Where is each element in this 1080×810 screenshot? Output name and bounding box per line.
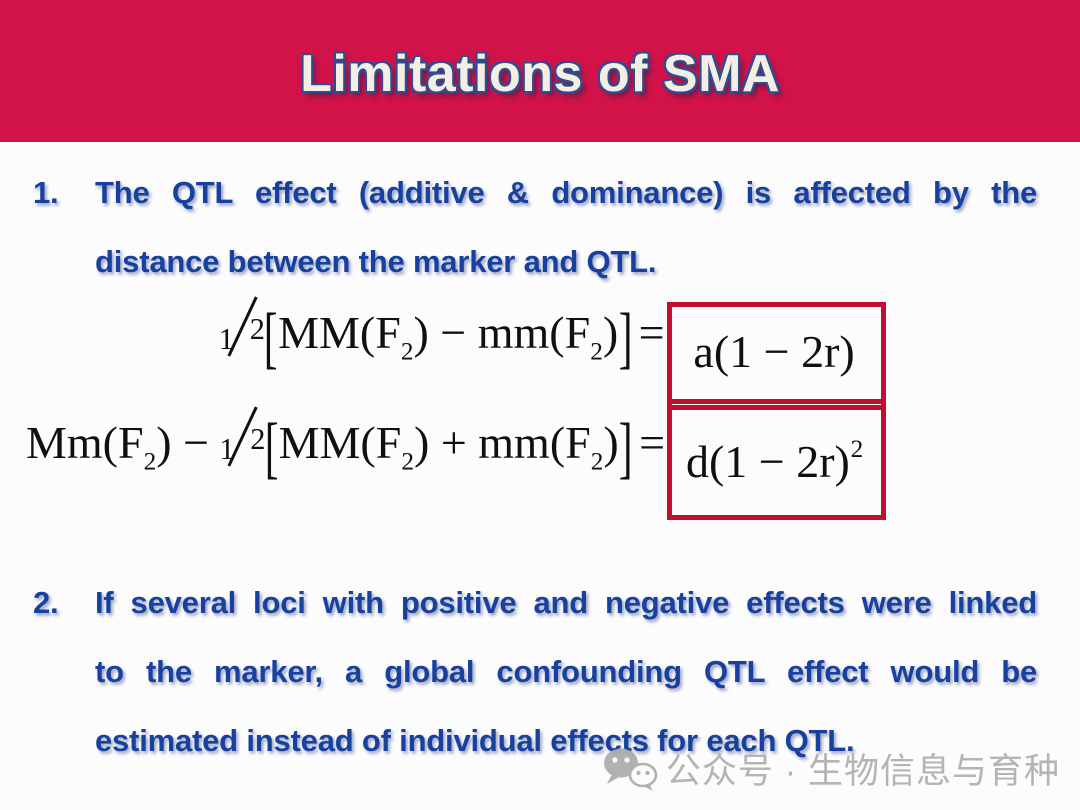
point-1-number: 1. [33, 175, 59, 210]
wechat-icon [603, 748, 658, 791]
formula-dominance-effect: Mm(F2) − 1 2 [MM(F2) + mm(F2)] = d(1 − 2r)2 [26, 398, 887, 521]
point-2-line-2: to the marker, a global confounding QTL … [95, 654, 1037, 689]
fraction-denominator: 2 [249, 311, 265, 346]
formula-term: ) [602, 307, 619, 358]
formula-additive-effect: 1 2 [MM(F2) − mm(F2)] = a(1 − 2r) [219, 288, 886, 411]
boxed-expression: d(1 − 2r) [685, 436, 850, 488]
subscript-2: 2 [401, 447, 414, 476]
formula-term: MM(F [278, 417, 402, 468]
slide-header: Limitations of SMA [0, 0, 1080, 142]
point-2-line-1: If several loci with positive and negati… [95, 585, 1037, 620]
equals-sign: = [638, 307, 665, 358]
point-1-line-1: The QTL effect (additive & dominance) is… [95, 175, 1037, 210]
formula-term: MM(F [278, 307, 401, 358]
formula-term: ) + mm(F [414, 417, 591, 468]
point-1-text: The QTL effect (additive & dominance) is… [95, 158, 1037, 296]
formula-term: Mm(F [26, 417, 144, 468]
left-bracket: [ [264, 408, 279, 486]
formula-term: ) − mm(F [413, 307, 591, 358]
fraction-numerator: 1 [219, 431, 235, 466]
subscript-2: 2 [590, 337, 603, 366]
subscript-2: 2 [143, 447, 157, 476]
left-bracket: [ [264, 298, 278, 376]
boxed-result-dominance: d(1 − 2r)2 [667, 399, 887, 521]
watermark-text: 公众号 · 生物信息与育种 [665, 752, 1060, 791]
point-2: 2. If several loci with positive and neg… [33, 568, 1037, 775]
subscript-2: 2 [400, 337, 414, 366]
superscript-2: 2 [850, 435, 864, 464]
fraction-denominator: 2 [250, 421, 266, 456]
right-bracket: ] [619, 408, 633, 486]
formula-term: ) [603, 417, 619, 468]
slide-title: Limitations of SMA [300, 45, 780, 103]
formula-term: ) − [156, 417, 221, 468]
watermark: 公众号 · 生物信息与育种 [602, 743, 1060, 794]
point-1-line-2: distance between the marker and QTL. [95, 244, 657, 279]
right-bracket: ] [618, 298, 633, 376]
boxed-expression: a(1 − 2r) [693, 326, 855, 378]
boxed-result-additive: a(1 − 2r) [666, 302, 886, 411]
point-2-text: If several loci with positive and negati… [95, 568, 1037, 775]
equals-sign: = [639, 417, 666, 468]
point-2-number: 2. [33, 585, 59, 620]
point-2-line-3: estimated instead of individual effects … [95, 723, 855, 758]
subscript-2: 2 [590, 447, 604, 476]
fraction-numerator: 1 [218, 321, 234, 356]
point-1: 1. The QTL effect (additive & dominance)… [33, 158, 1037, 296]
